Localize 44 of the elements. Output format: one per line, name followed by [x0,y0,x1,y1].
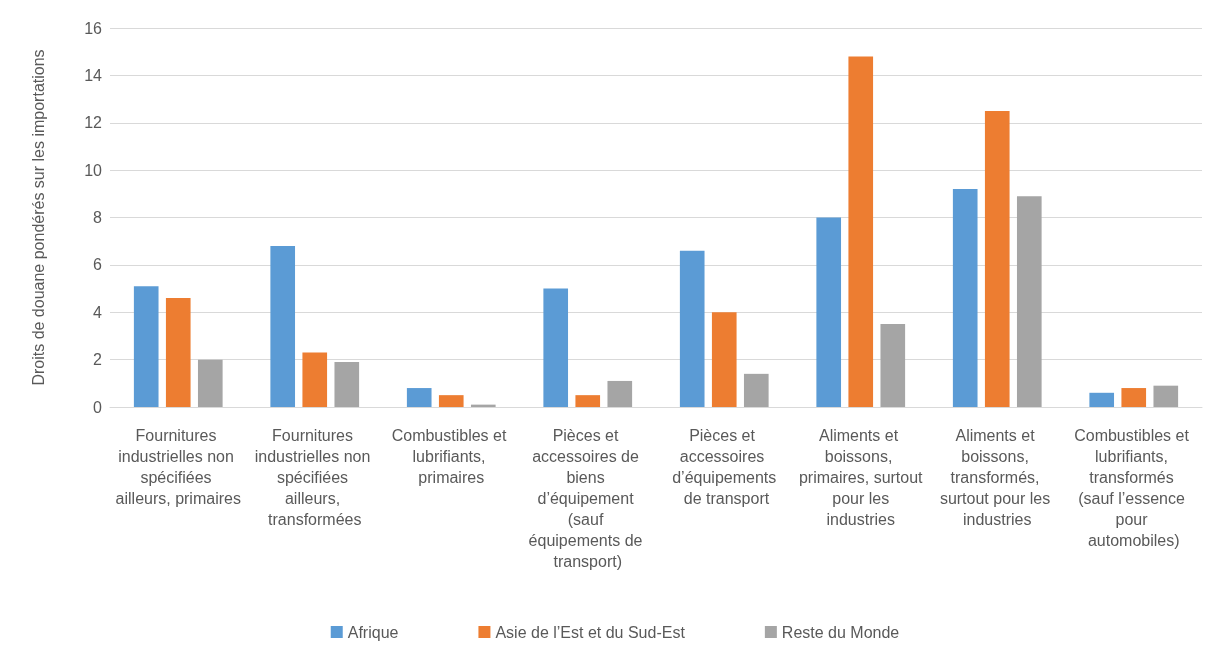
x-tick-label: Pièces et accessoires d’équipements de transport [672,427,777,507]
bar [438,395,464,407]
bar [1153,385,1179,407]
x-tick-label: Pièces et accessoires de biens d’équipement (sauf équipements de transport) [528,427,647,570]
x-tick-label: Combustibles et lubrifiants, primaires [391,427,511,486]
y-tick-label: 16 [84,19,103,37]
bar [197,359,223,407]
y-tick-label: 10 [84,161,103,179]
legend-label: Afrique [347,623,399,641]
y-tick-label: 14 [84,66,103,84]
bar [1089,392,1115,407]
bar [165,298,191,407]
bar [711,312,737,407]
bar [270,245,296,407]
x-tick-label: Aliments et boissons, transformés, surtout pour les industries [939,427,1055,528]
y-axis-title: Droits de douane pondérés sur les importations [29,49,47,386]
bar [607,380,633,407]
bar [406,388,432,407]
bar [848,56,874,407]
y-tick-label: 12 [84,114,103,132]
bar [1121,388,1147,407]
bar [543,288,569,407]
bar [743,373,769,407]
bar [575,395,601,407]
bar [984,110,1010,407]
y-tick-label: 8 [93,209,103,226]
x-tick-label: Fournitures industrielles non spécifiées ailleurs, primaires [115,427,241,507]
bar [302,352,328,407]
x-tick-label: Fournitures industrielles non spécifiées ailleurs, transformées [254,427,375,528]
bar [133,286,159,407]
bar [334,361,360,407]
bar [679,250,705,407]
bar [952,189,978,407]
legend-label: Asie de l’Est et du Sud-Est [495,623,686,641]
bar [816,217,842,407]
x-tick-label: Combustibles et lubrifiants, transformés (sauf l’essence pour automobiles) [1074,427,1194,549]
bar [880,324,906,407]
legend-label: Reste du Monde [781,623,900,641]
y-tick-label: 4 [93,303,103,321]
y-tick-label: 6 [93,256,103,274]
y-tick-label: 0 [93,398,103,416]
y-tick-label: 2 [93,351,103,369]
bar [1016,196,1042,407]
x-tick-label: Aliments et boissons, primaires, surtout pour les industries [798,427,924,528]
